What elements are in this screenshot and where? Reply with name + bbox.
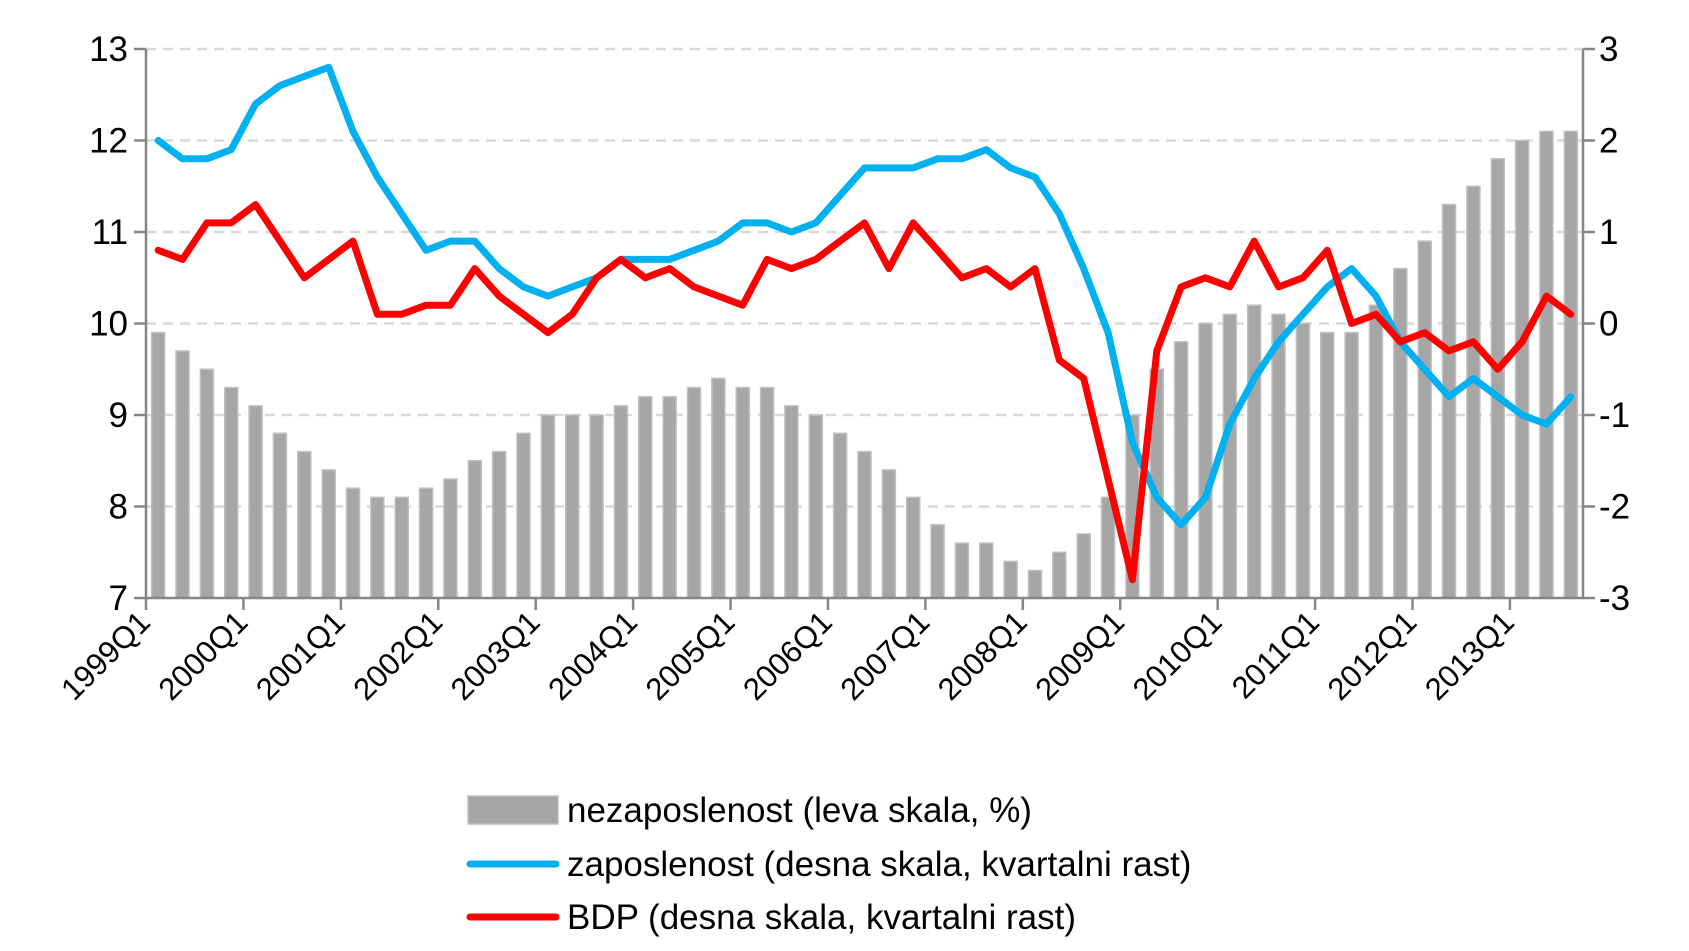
bar <box>467 460 483 599</box>
bar <box>613 405 629 599</box>
bar <box>297 450 312 599</box>
left-axis-tick-label: 11 <box>92 213 128 252</box>
bar <box>1052 551 1067 599</box>
legend-item: zaposlenost (desna skala, kvartalni rast… <box>466 845 1191 884</box>
right-axis-tick-label: 3 <box>1599 30 1618 69</box>
bar <box>905 496 921 599</box>
bar <box>272 432 288 599</box>
bar <box>954 542 970 599</box>
bar <box>223 386 239 599</box>
x-axis-tick-label: 2005Q1 <box>639 604 742 707</box>
bar <box>1027 569 1043 599</box>
x-axis-tick-label: 1999Q1 <box>54 604 157 707</box>
bar <box>808 414 824 599</box>
x-axis-tick-label: 2012Q1 <box>1321 604 1424 707</box>
x-axis-tick-label: 2000Q1 <box>152 604 255 707</box>
bar <box>1246 304 1262 599</box>
bar <box>589 414 604 599</box>
bar <box>540 414 556 599</box>
x-axis-tick-label: 2009Q1 <box>1028 604 1131 707</box>
bar <box>1076 533 1091 599</box>
x-axis-tick-label: 2013Q1 <box>1418 604 1521 707</box>
bar <box>1222 313 1238 599</box>
legend: nezaposlenost (leva skala, %) zaposlenost… <box>466 791 1191 937</box>
legend-label: zaposlenost (desna skala, kvartalni rast… <box>567 845 1191 884</box>
bar <box>443 478 458 599</box>
bar <box>1563 130 1579 599</box>
x-axis-tick-label: 2011Q1 <box>1225 604 1326 705</box>
left-axis-tick-label: 7 <box>109 579 128 618</box>
bar <box>1368 304 1384 599</box>
legend-label: BDP (desna skala, kvartalni rast) <box>567 898 1076 937</box>
bar <box>150 331 166 599</box>
bar <box>1271 313 1286 599</box>
x-axis-tick-label: 2004Q1 <box>541 604 644 707</box>
legend-swatch-bar <box>467 795 559 825</box>
x-axis-tick-label: 2001Q1 <box>249 604 352 707</box>
bar <box>1466 185 1481 599</box>
legend-label: nezaposlenost (leva skala, %) <box>567 791 1032 830</box>
bar <box>979 542 994 599</box>
legend-item: BDP (desna skala, kvartalni rast) <box>466 898 1076 937</box>
left-axis-tick-label: 13 <box>89 30 128 69</box>
bar <box>1003 560 1018 599</box>
bar <box>1295 322 1311 599</box>
bar <box>1514 139 1530 599</box>
bar-series-unemployment <box>150 130 1579 599</box>
bar <box>638 395 653 599</box>
bar <box>832 432 848 599</box>
bar <box>394 496 409 599</box>
right-axis-tick-label: 0 <box>1599 305 1618 344</box>
x-axis-tick-label: 2010Q1 <box>1126 604 1229 707</box>
bar <box>491 450 507 599</box>
bar <box>248 405 263 599</box>
bar <box>1173 341 1189 599</box>
right-axis-tick-label: -1 <box>1599 396 1630 435</box>
left-axis-tick-label: 10 <box>89 305 128 344</box>
bar <box>735 386 750 599</box>
bar <box>370 496 385 599</box>
bar <box>516 432 531 599</box>
bar <box>662 395 677 599</box>
bar <box>1490 158 1506 599</box>
x-axis-tick-label: 2007Q1 <box>834 604 937 707</box>
legend-item: nezaposlenost (leva skala, %) <box>467 791 1032 830</box>
bar <box>1320 331 1335 599</box>
bar <box>881 469 897 599</box>
bar <box>564 414 580 599</box>
x-axis-tick-label: 2006Q1 <box>736 604 839 707</box>
left-axis-tick-label: 12 <box>89 122 128 161</box>
left-axis-tick-label: 9 <box>109 396 128 435</box>
x-axis-tick-label: 2003Q1 <box>444 604 547 707</box>
bar <box>321 469 336 599</box>
right-axis-tick-label: -2 <box>1599 488 1630 527</box>
x-axis-tick-label: 2002Q1 <box>346 604 449 707</box>
right-axis-tick-label: -3 <box>1599 579 1630 618</box>
bar <box>1417 240 1432 599</box>
bar <box>1198 322 1213 599</box>
x-axis-tick-label: 2008Q1 <box>931 604 1034 707</box>
bar <box>175 350 190 599</box>
bar <box>1344 331 1359 599</box>
right-axis-tick-label: 2 <box>1599 122 1618 161</box>
bar <box>930 524 945 599</box>
bar <box>199 368 215 599</box>
bar <box>1539 130 1554 599</box>
bar <box>686 386 702 599</box>
left-axis-tick-label: 8 <box>109 488 128 527</box>
bar <box>759 386 775 599</box>
bar <box>784 405 799 599</box>
bar <box>345 487 361 599</box>
bar <box>711 377 726 599</box>
gridlines <box>146 47 1583 508</box>
right-axis-tick-label: 1 <box>1599 213 1618 252</box>
line-series <box>154 63 1575 584</box>
bar <box>857 450 872 599</box>
bar <box>1441 203 1457 599</box>
bar <box>1393 267 1408 599</box>
bar <box>418 487 434 599</box>
